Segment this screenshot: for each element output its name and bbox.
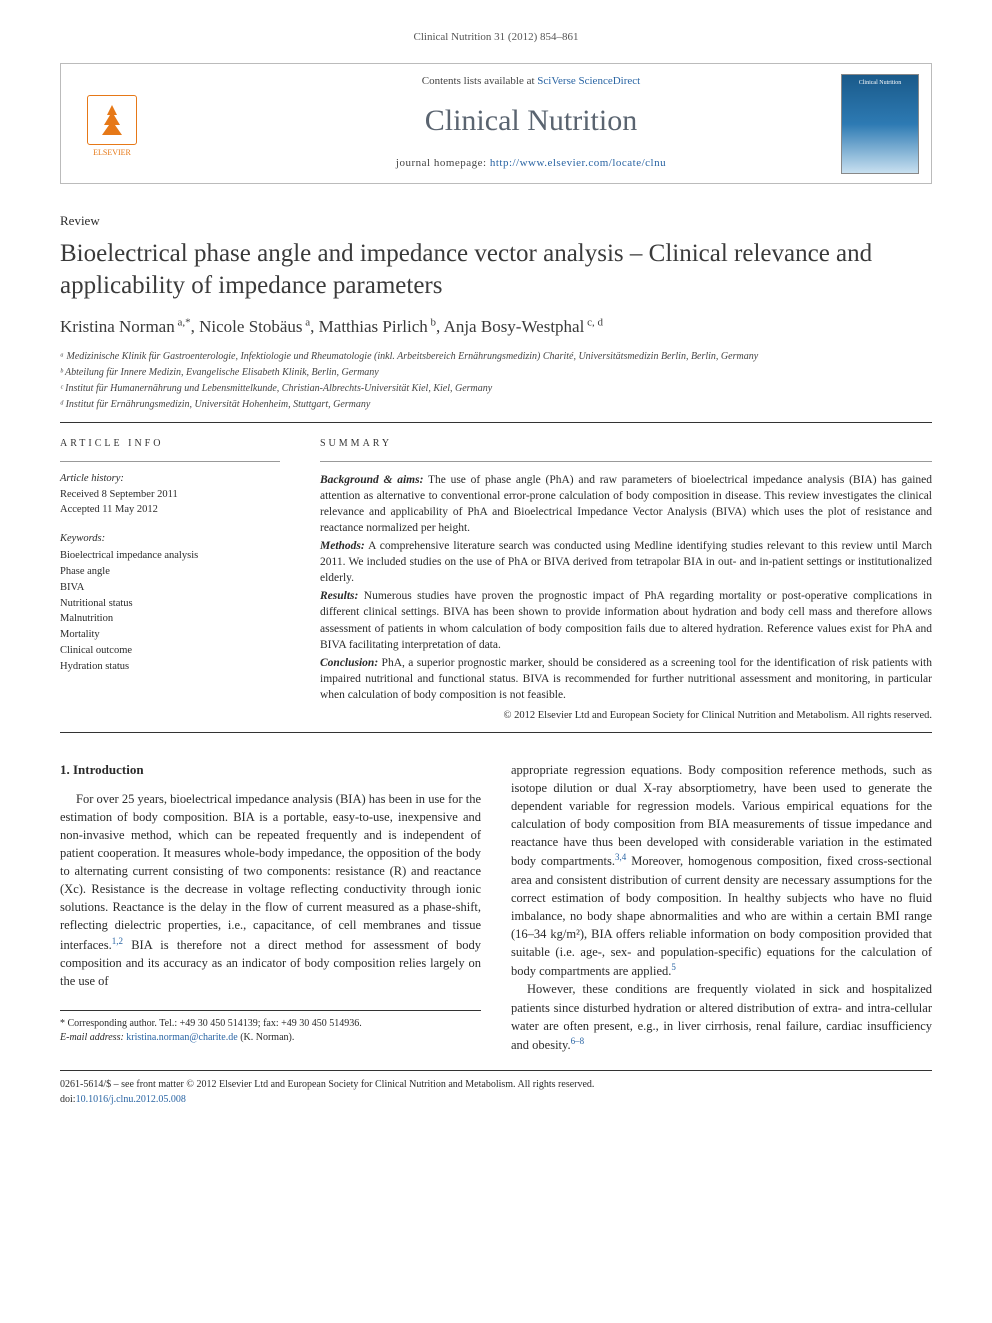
summary-label: SUMMARY (320, 437, 932, 451)
homepage-line: journal homepage: http://www.elsevier.co… (147, 156, 915, 171)
doi-line: doi:10.1016/j.clnu.2012.05.008 (60, 1092, 932, 1107)
elsevier-tree-icon (87, 95, 137, 145)
body-text: BIA is therefore not a direct method for… (60, 938, 481, 988)
body-paragraph: However, these conditions are frequently… (511, 980, 932, 1054)
abstract-copyright: © 2012 Elsevier Ltd and European Society… (320, 709, 932, 724)
body-text: appropriate regression equations. Body c… (511, 763, 932, 869)
abstract-methods: Methods: A comprehensive literature sear… (320, 538, 932, 586)
divider-rule-2 (60, 732, 932, 733)
citation-ref[interactable]: 1,2 (112, 936, 123, 946)
results-label: Results: (320, 590, 358, 602)
citation-ref[interactable]: 3,4 (615, 852, 626, 862)
corresponding-line: * Corresponding author. Tel.: +49 30 450… (60, 1017, 481, 1031)
abstract-background: Background & aims: The use of phase angl… (320, 472, 932, 536)
keyword: Clinical outcome (60, 643, 280, 659)
authors-list: Kristina Norman a,*, Nicole Stobäus a, M… (60, 315, 932, 339)
body-text: Moreover, homogenous composition, fixed … (511, 854, 932, 978)
keyword: BIVA (60, 580, 280, 596)
affiliation-c: ᶜ Institut für Humanernährung und Lebens… (60, 381, 932, 396)
affiliation-b: ᵇ Abteilung für Innere Medizin, Evangeli… (60, 365, 932, 380)
body-columns: 1. Introduction For over 25 years, bioel… (60, 761, 932, 1054)
body-column-left: 1. Introduction For over 25 years, bioel… (60, 761, 481, 1054)
header-center: Contents lists available at SciVerse Sci… (147, 74, 915, 179)
publisher-name: ELSEVIER (93, 147, 131, 158)
section-heading-1: 1. Introduction (60, 761, 481, 780)
body-paragraph: For over 25 years, bioelectrical impedan… (60, 790, 481, 991)
keyword: Phase angle (60, 564, 280, 580)
summary-column: SUMMARY Background & aims: The use of ph… (320, 437, 932, 724)
article-info-label: ARTICLE INFO (60, 437, 280, 451)
citation-ref[interactable]: 5 (671, 962, 676, 972)
citation-ref[interactable]: 6–8 (571, 1036, 585, 1046)
contents-available-line: Contents lists available at SciVerse Sci… (147, 74, 915, 89)
received-date: Received 8 September 2011 (60, 488, 280, 503)
abstract-conclusion: Conclusion: PhA, a superior prognostic m… (320, 655, 932, 703)
journal-name: Clinical Nutrition (147, 100, 915, 142)
info-divider (60, 461, 280, 462)
results-text: Numerous studies have proven the prognos… (320, 590, 932, 650)
accepted-date: Accepted 11 May 2012 (60, 503, 280, 518)
divider-rule (60, 422, 932, 423)
article-type: Review (60, 212, 932, 230)
methods-label: Methods: (320, 540, 365, 552)
email-line: E-mail address: kristina.norman@charite.… (60, 1031, 481, 1045)
elsevier-logo: ELSEVIER (77, 87, 147, 167)
header-top: ELSEVIER Contents lists available at Sci… (61, 64, 931, 183)
keywords-list: Bioelectrical impedance analysis Phase a… (60, 548, 280, 674)
running-head: Clinical Nutrition 31 (2012) 854–861 (60, 30, 932, 45)
history-label: Article history: (60, 472, 280, 487)
affiliations: ᵃ Medizinische Klinik für Gastroenterolo… (60, 349, 932, 412)
affiliation-d: ᵈ Institut für Ernährungsmedizin, Univer… (60, 397, 932, 412)
journal-header-box: ELSEVIER Contents lists available at Sci… (60, 63, 932, 184)
keywords-label: Keywords: (60, 532, 280, 547)
article-info-column: ARTICLE INFO Article history: Received 8… (60, 437, 280, 724)
affiliation-a: ᵃ Medizinische Klinik für Gastroenterolo… (60, 349, 932, 364)
page-container: Clinical Nutrition 31 (2012) 854–861 ELS… (0, 0, 992, 1147)
doi-label: doi: (60, 1094, 76, 1105)
body-paragraph: appropriate regression equations. Body c… (511, 761, 932, 981)
body-column-right: appropriate regression equations. Body c… (511, 761, 932, 1054)
keyword: Bioelectrical impedance analysis (60, 548, 280, 564)
email-tail: (K. Norman). (238, 1032, 295, 1043)
summary-divider (320, 461, 932, 462)
conclusion-label: Conclusion: (320, 657, 378, 669)
keyword: Nutritional status (60, 596, 280, 612)
methods-text: A comprehensive literature search was co… (320, 540, 932, 584)
journal-cover-thumbnail: Clinical Nutrition (841, 74, 919, 174)
homepage-url[interactable]: http://www.elsevier.com/locate/clnu (490, 157, 666, 169)
corresponding-author-footnote: * Corresponding author. Tel.: +49 30 450… (60, 1010, 481, 1045)
keywords-block: Keywords: Bioelectrical impedance analys… (60, 532, 280, 675)
contents-prefix: Contents lists available at (422, 75, 537, 87)
background-label: Background & aims: (320, 474, 423, 486)
keyword: Hydration status (60, 659, 280, 675)
email-label: E-mail address: (60, 1032, 126, 1043)
page-footer: 0261-5614/$ – see front matter © 2012 El… (60, 1070, 932, 1107)
homepage-prefix: journal homepage: (396, 157, 490, 169)
body-text: For over 25 years, bioelectrical impedan… (60, 792, 481, 952)
sciencedirect-link[interactable]: SciVerse ScienceDirect (537, 75, 640, 87)
cover-label: Clinical Nutrition (859, 80, 902, 86)
front-matter-line: 0261-5614/$ – see front matter © 2012 El… (60, 1077, 932, 1092)
email-link[interactable]: kristina.norman@charite.de (126, 1032, 237, 1043)
info-summary-row: ARTICLE INFO Article history: Received 8… (60, 437, 932, 724)
article-history-block: Article history: Received 8 September 20… (60, 472, 280, 518)
article-title: Bioelectrical phase angle and impedance … (60, 238, 932, 301)
abstract-results: Results: Numerous studies have proven th… (320, 588, 932, 652)
keyword: Mortality (60, 627, 280, 643)
keyword: Malnutrition (60, 611, 280, 627)
doi-link[interactable]: 10.1016/j.clnu.2012.05.008 (76, 1094, 186, 1105)
conclusion-text: PhA, a superior prognostic marker, shoul… (320, 657, 932, 701)
